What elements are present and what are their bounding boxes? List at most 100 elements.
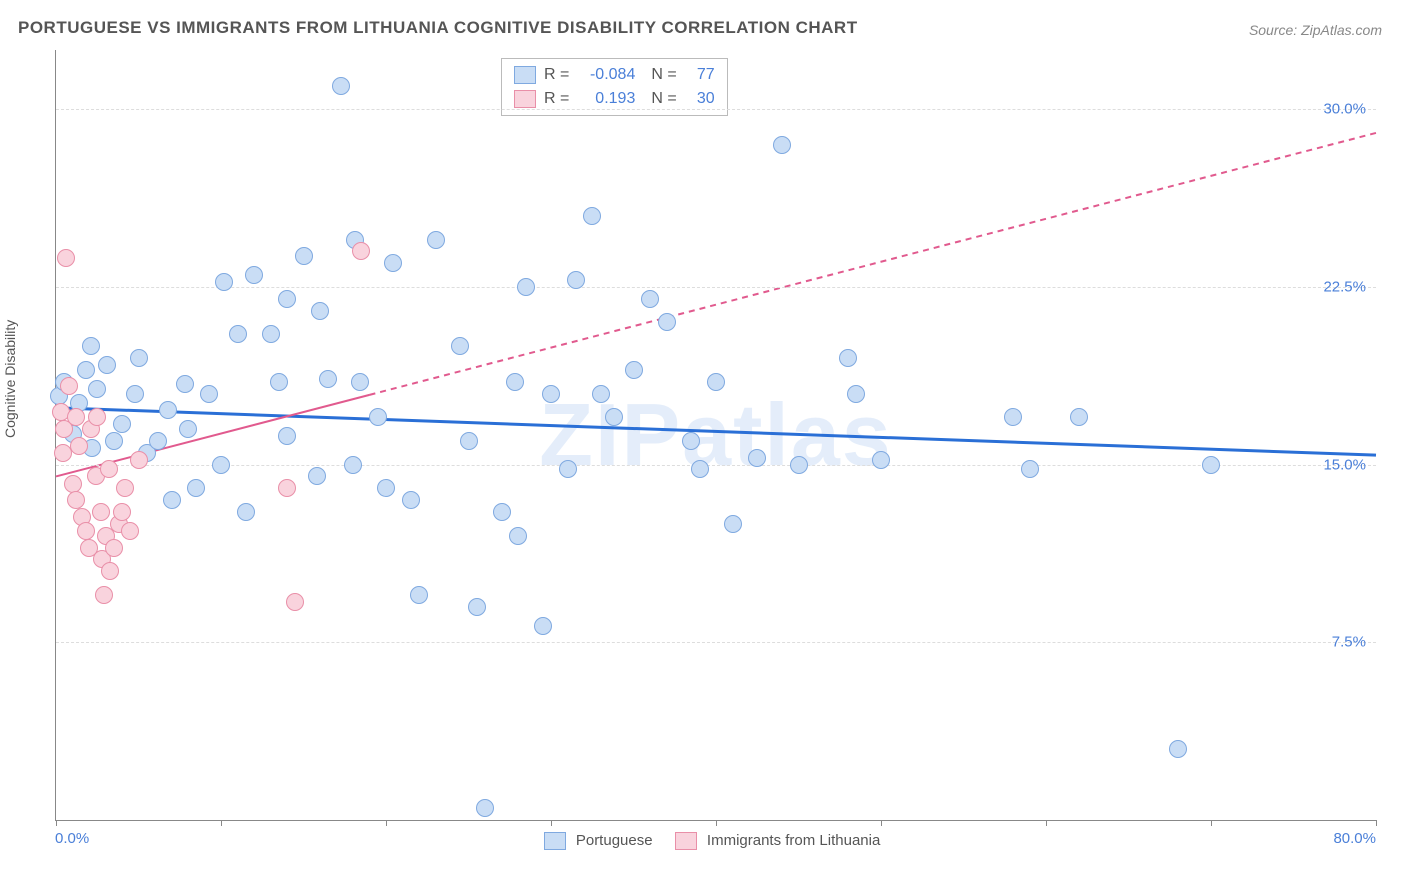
data-point-portuguese bbox=[460, 432, 478, 450]
data-point-lithuania bbox=[101, 562, 119, 580]
swatch-portuguese bbox=[514, 66, 536, 84]
gridline bbox=[56, 642, 1376, 643]
data-point-portuguese bbox=[212, 456, 230, 474]
data-point-lithuania bbox=[100, 460, 118, 478]
data-point-portuguese bbox=[1004, 408, 1022, 426]
r-value-lithuania: 0.193 bbox=[577, 87, 635, 111]
x-tick bbox=[221, 820, 222, 826]
data-point-portuguese bbox=[295, 247, 313, 265]
watermark-text: ZIPatlas bbox=[539, 384, 892, 486]
data-point-portuguese bbox=[641, 290, 659, 308]
source-credit: Source: ZipAtlas.com bbox=[1249, 22, 1382, 38]
data-point-portuguese bbox=[163, 491, 181, 509]
x-tick bbox=[1046, 820, 1047, 826]
data-point-portuguese bbox=[229, 325, 247, 343]
data-point-portuguese bbox=[82, 337, 100, 355]
data-point-portuguese bbox=[377, 479, 395, 497]
n-value-portuguese: 77 bbox=[685, 63, 715, 87]
x-tick bbox=[56, 820, 57, 826]
gridline bbox=[56, 109, 1376, 110]
data-point-portuguese bbox=[159, 401, 177, 419]
data-point-portuguese bbox=[1021, 460, 1039, 478]
data-point-portuguese bbox=[506, 373, 524, 391]
data-point-lithuania bbox=[64, 475, 82, 493]
data-point-portuguese bbox=[748, 449, 766, 467]
y-tick-label: 22.5% bbox=[1323, 278, 1366, 295]
data-point-portuguese bbox=[658, 313, 676, 331]
data-point-portuguese bbox=[270, 373, 288, 391]
data-point-portuguese bbox=[98, 356, 116, 374]
y-tick-label: 15.0% bbox=[1323, 456, 1366, 473]
data-point-portuguese bbox=[369, 408, 387, 426]
scatter-plot-area: ZIPatlas R = -0.084 N = 77 R = 0.193 N =… bbox=[55, 50, 1376, 821]
data-point-portuguese bbox=[311, 302, 329, 320]
data-point-portuguese bbox=[176, 375, 194, 393]
data-point-portuguese bbox=[88, 380, 106, 398]
data-point-lithuania bbox=[278, 479, 296, 497]
data-point-lithuania bbox=[352, 242, 370, 260]
data-point-lithuania bbox=[60, 377, 78, 395]
legend-swatch-portuguese bbox=[544, 832, 566, 850]
data-point-lithuania bbox=[92, 503, 110, 521]
data-point-portuguese bbox=[332, 77, 350, 95]
data-point-portuguese bbox=[410, 586, 428, 604]
trend-lines-layer bbox=[56, 50, 1376, 820]
data-point-portuguese bbox=[344, 456, 362, 474]
data-point-portuguese bbox=[724, 515, 742, 533]
y-tick-label: 30.0% bbox=[1323, 101, 1366, 118]
y-tick-label: 7.5% bbox=[1332, 634, 1366, 651]
r-value-portuguese: -0.084 bbox=[577, 63, 635, 87]
data-point-portuguese bbox=[707, 373, 725, 391]
source-name: ZipAtlas.com bbox=[1301, 22, 1382, 38]
data-point-lithuania bbox=[116, 479, 134, 497]
trend-line-lithuania-dashed bbox=[370, 133, 1377, 395]
x-tick bbox=[1376, 820, 1377, 826]
data-point-lithuania bbox=[67, 491, 85, 509]
data-point-portuguese bbox=[682, 432, 700, 450]
x-tick bbox=[716, 820, 717, 826]
data-point-portuguese bbox=[534, 617, 552, 635]
data-point-lithuania bbox=[88, 408, 106, 426]
data-point-portuguese bbox=[308, 467, 326, 485]
gridline bbox=[56, 465, 1376, 466]
data-point-portuguese bbox=[1169, 740, 1187, 758]
data-point-portuguese bbox=[567, 271, 585, 289]
data-point-lithuania bbox=[54, 444, 72, 462]
data-point-portuguese bbox=[583, 207, 601, 225]
data-point-lithuania bbox=[70, 437, 88, 455]
data-point-portuguese bbox=[625, 361, 643, 379]
legend-label-lithuania: Immigrants from Lithuania bbox=[707, 832, 880, 849]
data-point-lithuania bbox=[113, 503, 131, 521]
data-point-lithuania bbox=[77, 522, 95, 540]
data-point-portuguese bbox=[200, 385, 218, 403]
data-point-portuguese bbox=[691, 460, 709, 478]
data-point-portuguese bbox=[605, 408, 623, 426]
data-point-portuguese bbox=[427, 231, 445, 249]
x-tick bbox=[551, 820, 552, 826]
x-tick bbox=[1211, 820, 1212, 826]
data-point-portuguese bbox=[237, 503, 255, 521]
data-point-portuguese bbox=[130, 349, 148, 367]
swatch-lithuania bbox=[514, 90, 536, 108]
data-point-portuguese bbox=[113, 415, 131, 433]
trend-line-portuguese bbox=[56, 408, 1376, 455]
data-point-portuguese bbox=[451, 337, 469, 355]
data-point-portuguese bbox=[384, 254, 402, 272]
data-point-portuguese bbox=[1070, 408, 1088, 426]
data-point-lithuania bbox=[105, 539, 123, 557]
data-point-portuguese bbox=[319, 370, 337, 388]
chart-title: PORTUGUESE VS IMMIGRANTS FROM LITHUANIA … bbox=[18, 18, 858, 38]
data-point-portuguese bbox=[149, 432, 167, 450]
data-point-portuguese bbox=[542, 385, 560, 403]
data-point-portuguese bbox=[126, 385, 144, 403]
stats-legend-box: R = -0.084 N = 77 R = 0.193 N = 30 bbox=[501, 58, 728, 116]
data-point-portuguese bbox=[215, 273, 233, 291]
data-point-portuguese bbox=[517, 278, 535, 296]
data-point-portuguese bbox=[402, 491, 420, 509]
data-point-portuguese bbox=[351, 373, 369, 391]
data-point-portuguese bbox=[790, 456, 808, 474]
data-point-portuguese bbox=[839, 349, 857, 367]
legend-label-portuguese: Portuguese bbox=[576, 832, 653, 849]
data-point-portuguese bbox=[847, 385, 865, 403]
stats-row-portuguese: R = -0.084 N = 77 bbox=[514, 63, 715, 87]
